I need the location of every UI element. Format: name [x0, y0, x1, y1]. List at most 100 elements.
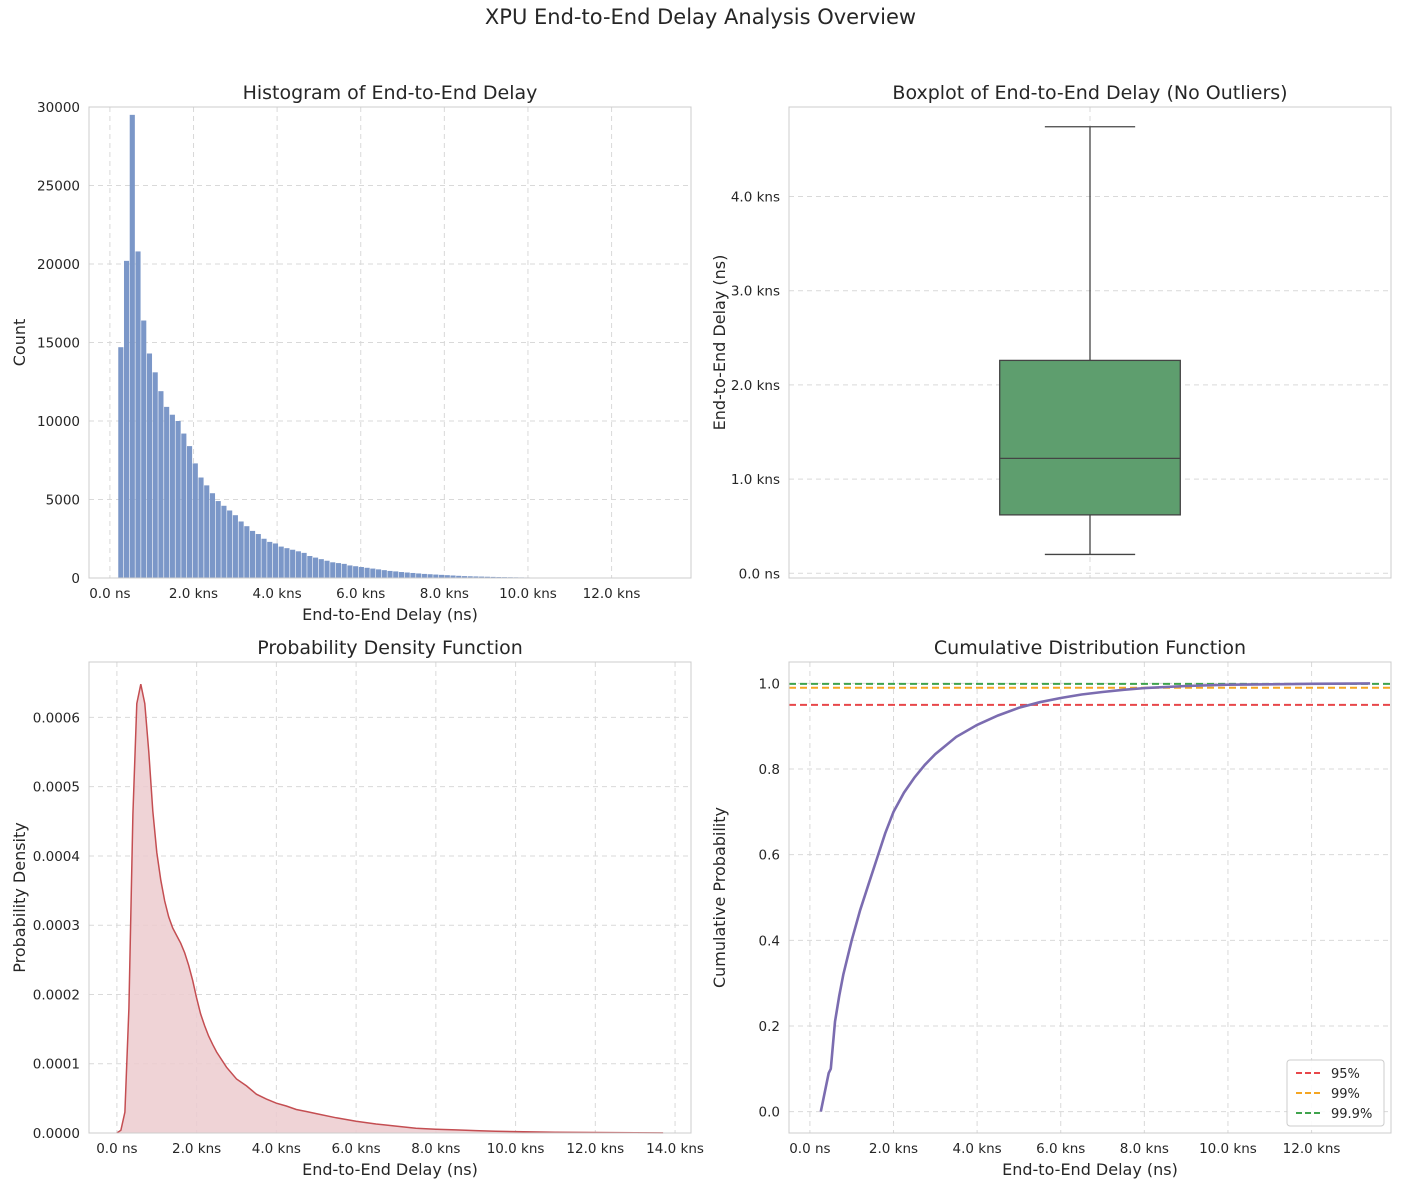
histogram-bar — [456, 575, 462, 578]
histogram-bar — [204, 485, 210, 578]
histogram-bar — [209, 493, 216, 578]
histogram-bar — [278, 546, 284, 578]
histogram-bar — [307, 556, 313, 578]
x-tick-label: 10.0 kns — [1199, 1141, 1257, 1157]
plot-frame — [88, 661, 692, 1134]
x-tick-label: 6.0 kns — [1036, 1141, 1085, 1157]
x-tick-label: 2.0 kns — [169, 586, 218, 602]
density-line — [116, 684, 664, 1134]
y-axis-label: End-to-End Delay (ns) — [710, 255, 729, 431]
histogram-bar — [398, 572, 405, 578]
x-tick-label: 6.0 kns — [336, 586, 385, 602]
histogram-bar — [141, 320, 147, 578]
chart-title: Probability Density Function — [257, 637, 523, 659]
histogram-bar — [215, 501, 221, 578]
plot-area — [789, 662, 1391, 1133]
y-tick-label: 0.0002 — [33, 987, 80, 1003]
histogram-bar — [358, 567, 364, 578]
histogram-bar — [267, 541, 273, 578]
x-axis-label: End-to-End Delay (ns) — [302, 605, 478, 624]
histogram-bar — [421, 573, 427, 578]
histogram-bar — [290, 549, 296, 578]
cdf-line — [819, 682, 1371, 1112]
histogram-bar — [416, 573, 422, 578]
y-tick-label: 0.0006 — [33, 710, 80, 726]
histogram-bar — [433, 574, 439, 578]
histogram-bar — [221, 505, 227, 578]
histogram-bar — [479, 576, 485, 578]
y-tick-label: 1.0 — [759, 676, 780, 692]
histogram-bar — [461, 576, 468, 578]
histogram-bar — [192, 463, 198, 578]
density-area — [116, 684, 664, 1133]
x-tick-label: 14.0 kns — [646, 1141, 704, 1157]
histogram-bar — [244, 526, 250, 578]
y-tick-label: 0.0005 — [33, 780, 80, 796]
histogram-bar — [227, 510, 233, 578]
y-tick-label: 4.0 kns — [731, 189, 780, 205]
histogram-bar — [404, 572, 410, 578]
boxplot-panel: 0.0 ns 1.0 kns 2.0 kns 3.0 kns 4.0 kns Boxplo… — [710, 82, 1392, 582]
y-tick-label: 5000 — [46, 493, 80, 509]
x-axis-label: End-to-End Delay (ns) — [1002, 1160, 1178, 1179]
histogram-bar — [450, 575, 456, 578]
histogram-bar — [186, 446, 193, 578]
histogram-bar — [375, 569, 382, 578]
legend-label: 95% — [1331, 1067, 1360, 1082]
histogram-bar — [261, 538, 267, 578]
pdf-panel: 0.0 ns 2.0 kns 4.0 kns 6.0 kns 8.0 kns 10.0 k… — [10, 637, 704, 1179]
histogram-bar — [364, 567, 370, 578]
histogram-bar — [152, 372, 158, 578]
chart-title: Boxplot of End-to-End Delay (No Outliers… — [892, 82, 1287, 104]
x-tick-label: 12.0 kns — [1283, 1141, 1341, 1157]
histogram-bar — [347, 565, 353, 578]
histogram-bar — [238, 521, 244, 578]
histogram-bar — [370, 568, 376, 578]
y-tick-label: 0.0 — [759, 1105, 780, 1121]
histogram-bar — [393, 571, 399, 578]
histogram-bar — [272, 543, 279, 578]
plot-frame — [788, 106, 1392, 579]
y-tick-label: 1.0 kns — [731, 472, 780, 488]
histogram-bar — [467, 576, 473, 578]
cdf-panel: 0.0 ns 2.0 kns 4.0 kns 6.0 kns 8.0 kns 10.0 k… — [710, 637, 1392, 1179]
histogram-bar — [164, 406, 170, 578]
histogram-bar — [232, 515, 238, 578]
y-tick-label: 20000 — [37, 257, 80, 273]
plot-frame — [788, 661, 1392, 1134]
figure-title: XPU End-to-End Delay Analysis Overview — [484, 5, 917, 29]
histogram-bar — [330, 562, 336, 578]
chart-title: Cumulative Distribution Function — [934, 637, 1246, 659]
x-tick-label: 2.0 kns — [172, 1141, 221, 1157]
histogram-bar — [295, 551, 301, 578]
histogram-bar — [387, 570, 393, 578]
x-axis-label: End-to-End Delay (ns) — [302, 1160, 478, 1179]
x-tick-label: 2.0 kns — [869, 1141, 918, 1157]
x-tick-label: 10.0 kns — [487, 1141, 545, 1157]
histogram-bar — [410, 572, 416, 578]
histogram-bar — [353, 566, 359, 578]
interquartile-box — [999, 359, 1181, 516]
y-tick-label: 0.0004 — [33, 849, 80, 865]
plot-frame — [88, 106, 692, 579]
histogram-bar — [135, 251, 141, 578]
y-tick-label: 0.8 — [759, 762, 780, 778]
histogram-bar — [427, 574, 433, 578]
x-tick-label: 0.0 ns — [96, 1141, 137, 1157]
histogram-bar — [341, 563, 347, 578]
histogram-bar — [490, 576, 496, 578]
x-tick-label: 8.0 kns — [411, 1141, 460, 1157]
histogram-bar — [249, 530, 256, 578]
histogram-bar — [335, 563, 342, 578]
histogram-bar — [301, 552, 307, 578]
y-tick-label: 0.6 — [759, 848, 780, 864]
x-tick-label: 12.0 kns — [566, 1141, 624, 1157]
x-tick-label: 12.0 kns — [583, 586, 641, 602]
x-tick-label: 4.0 kns — [253, 586, 302, 602]
histogram-bar — [312, 557, 319, 578]
x-tick-label: 4.0 kns — [252, 1141, 301, 1157]
y-tick-label: 0.0000 — [33, 1126, 80, 1142]
histogram-bar — [169, 414, 175, 578]
histogram-bar — [318, 559, 324, 578]
